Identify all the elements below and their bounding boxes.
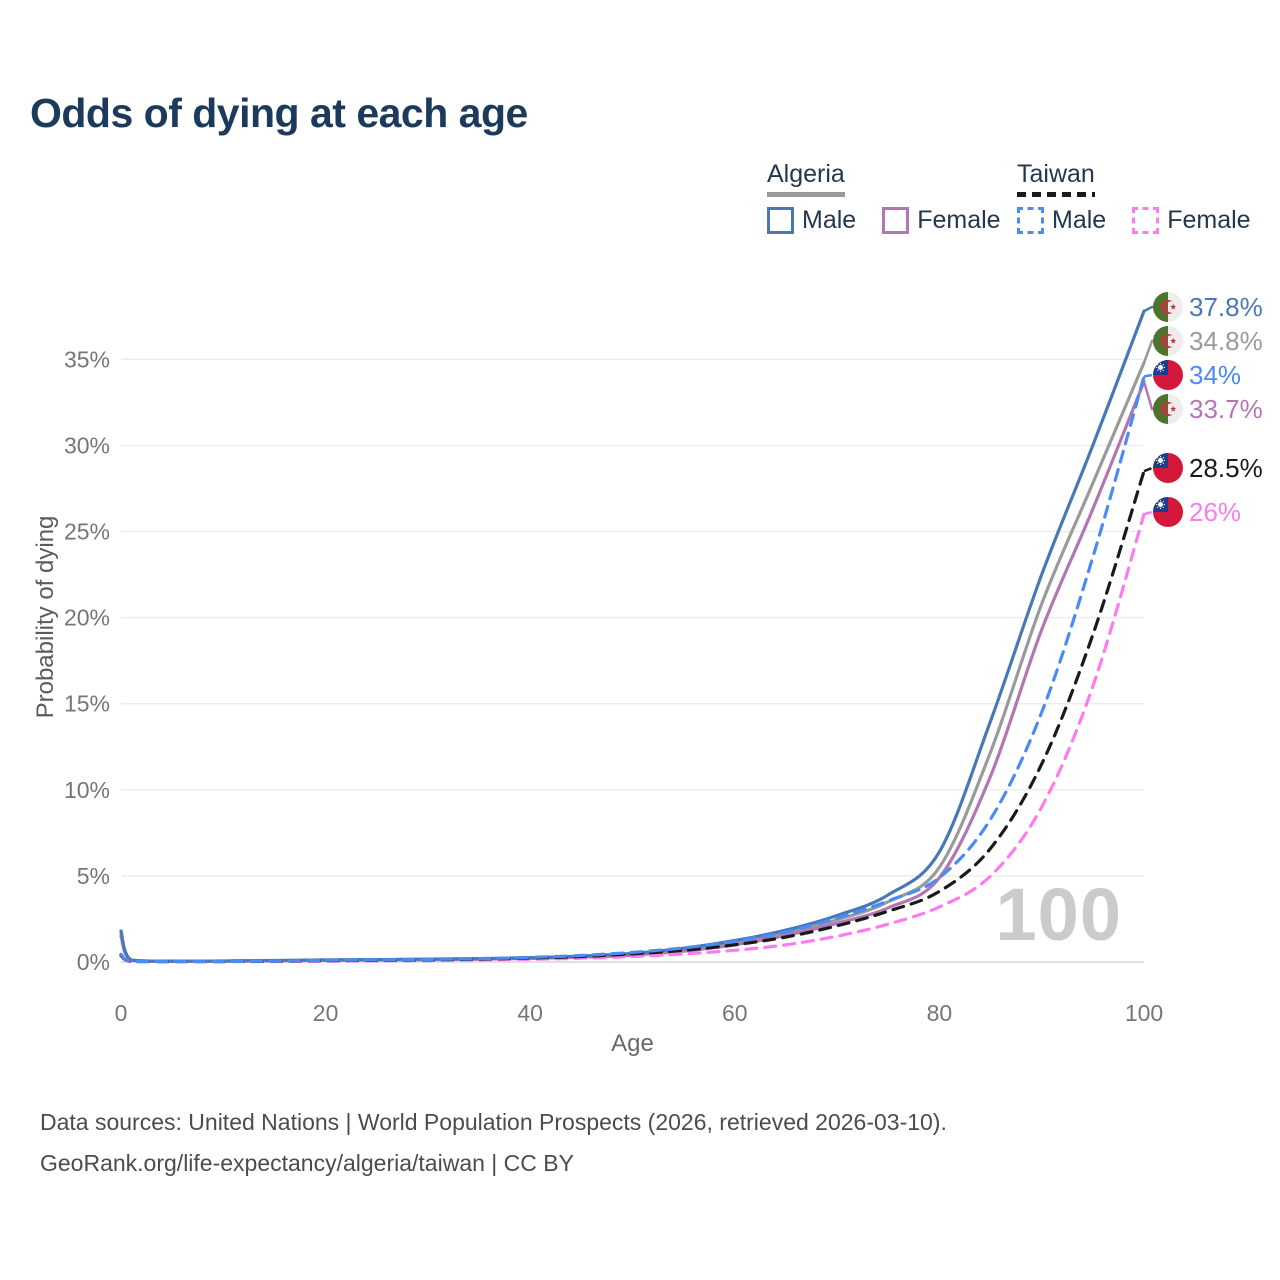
- end-label-algeria-female: 33.7%: [1189, 394, 1263, 424]
- algeria-flag-icon: [1153, 394, 1183, 424]
- algeria-flag-icon: [1153, 292, 1183, 322]
- x-tick-label: 0: [115, 1000, 128, 1026]
- footer: Data sources: United Nations | World Pop…: [40, 1102, 947, 1184]
- series-line-algeria[interactable]: [119, 361, 1146, 963]
- legend-algeria-line-swatch: [767, 192, 845, 197]
- legend-item-taiwan-male[interactable]: Male: [1017, 206, 1106, 235]
- algeria-male-swatch-icon: [767, 207, 794, 234]
- legend-country-taiwan: Taiwan: [1017, 160, 1095, 188]
- x-tick-label: 100: [1125, 1000, 1163, 1026]
- legend-label: Male: [1052, 206, 1107, 234]
- end-label-taiwan: 28.5%: [1189, 453, 1263, 483]
- x-tick-label: 60: [722, 1000, 748, 1026]
- taiwan-female-swatch-icon: [1132, 207, 1160, 234]
- end-label-taiwan-male: 34%: [1189, 360, 1241, 390]
- series-line-algeria-female[interactable]: [119, 380, 1146, 963]
- legend-label: Female: [1167, 206, 1251, 234]
- end-label-algeria-male: 37.8%: [1189, 292, 1263, 322]
- y-tick-label: 35%: [64, 346, 110, 372]
- label-connector: [1143, 510, 1156, 516]
- series-line-taiwan-male[interactable]: [119, 374, 1146, 964]
- y-tick-label: 15%: [64, 691, 110, 717]
- y-tick-label: 25%: [64, 519, 110, 545]
- y-tick-label: 5%: [77, 863, 110, 889]
- taiwan-male-swatch-icon: [1017, 207, 1044, 234]
- x-tick-label: 80: [927, 1000, 953, 1026]
- y-tick-label: 10%: [64, 777, 110, 803]
- x-tick-label: 40: [517, 1000, 543, 1026]
- y-tick-label: 30%: [64, 432, 110, 458]
- legend-item-algeria-female[interactable]: Female: [882, 206, 1001, 235]
- footer-sources: Data sources: United Nations | World Pop…: [40, 1109, 947, 1135]
- legend-item-algeria-male[interactable]: Male: [767, 206, 856, 235]
- algeria-female-swatch-icon: [882, 207, 910, 234]
- label-connector: [1143, 466, 1156, 473]
- legend-group-algeria: Algeria Male Female: [767, 160, 1001, 235]
- legend-item-taiwan-female[interactable]: Female: [1132, 206, 1251, 235]
- series-line-algeria-male[interactable]: [119, 309, 1146, 963]
- page-title: Odds of dying at each age: [30, 90, 528, 136]
- legend-country-algeria: Algeria: [767, 160, 845, 188]
- taiwan-flag-icon: [1153, 360, 1183, 390]
- y-tick-label: 0%: [77, 949, 110, 975]
- legend-taiwan-line-swatch: [1017, 192, 1095, 197]
- algeria-flag-icon: [1153, 326, 1183, 356]
- x-tick-label: 20: [313, 1000, 339, 1026]
- taiwan-flag-icon: [1153, 497, 1183, 527]
- taiwan-flag-icon: [1153, 453, 1183, 483]
- end-label-algeria: 34.8%: [1189, 326, 1263, 356]
- legend-label: Female: [917, 206, 1001, 234]
- legend-group-taiwan: Taiwan Male Female: [1017, 160, 1251, 235]
- x-axis-title: Age: [611, 1030, 654, 1057]
- y-axis-title: Probability of dying: [32, 515, 59, 719]
- age-watermark: 100: [995, 873, 1122, 956]
- y-tick-label: 20%: [64, 605, 110, 631]
- series-line-taiwan[interactable]: [119, 469, 1146, 964]
- series-line-taiwan-female[interactable]: [119, 512, 1146, 964]
- label-connector: [1143, 373, 1156, 378]
- legend-label: Male: [802, 206, 857, 234]
- plot-layers: 0% 5% 10% 15% 20% 25% 30% 35% 0 20 40 60 80 100 37.8% 3…: [64, 292, 1263, 1026]
- footer-attribution: GeoRank.org/life-expectancy/algeria/taiw…: [40, 1150, 574, 1176]
- end-label-taiwan-female: 26%: [1189, 497, 1241, 527]
